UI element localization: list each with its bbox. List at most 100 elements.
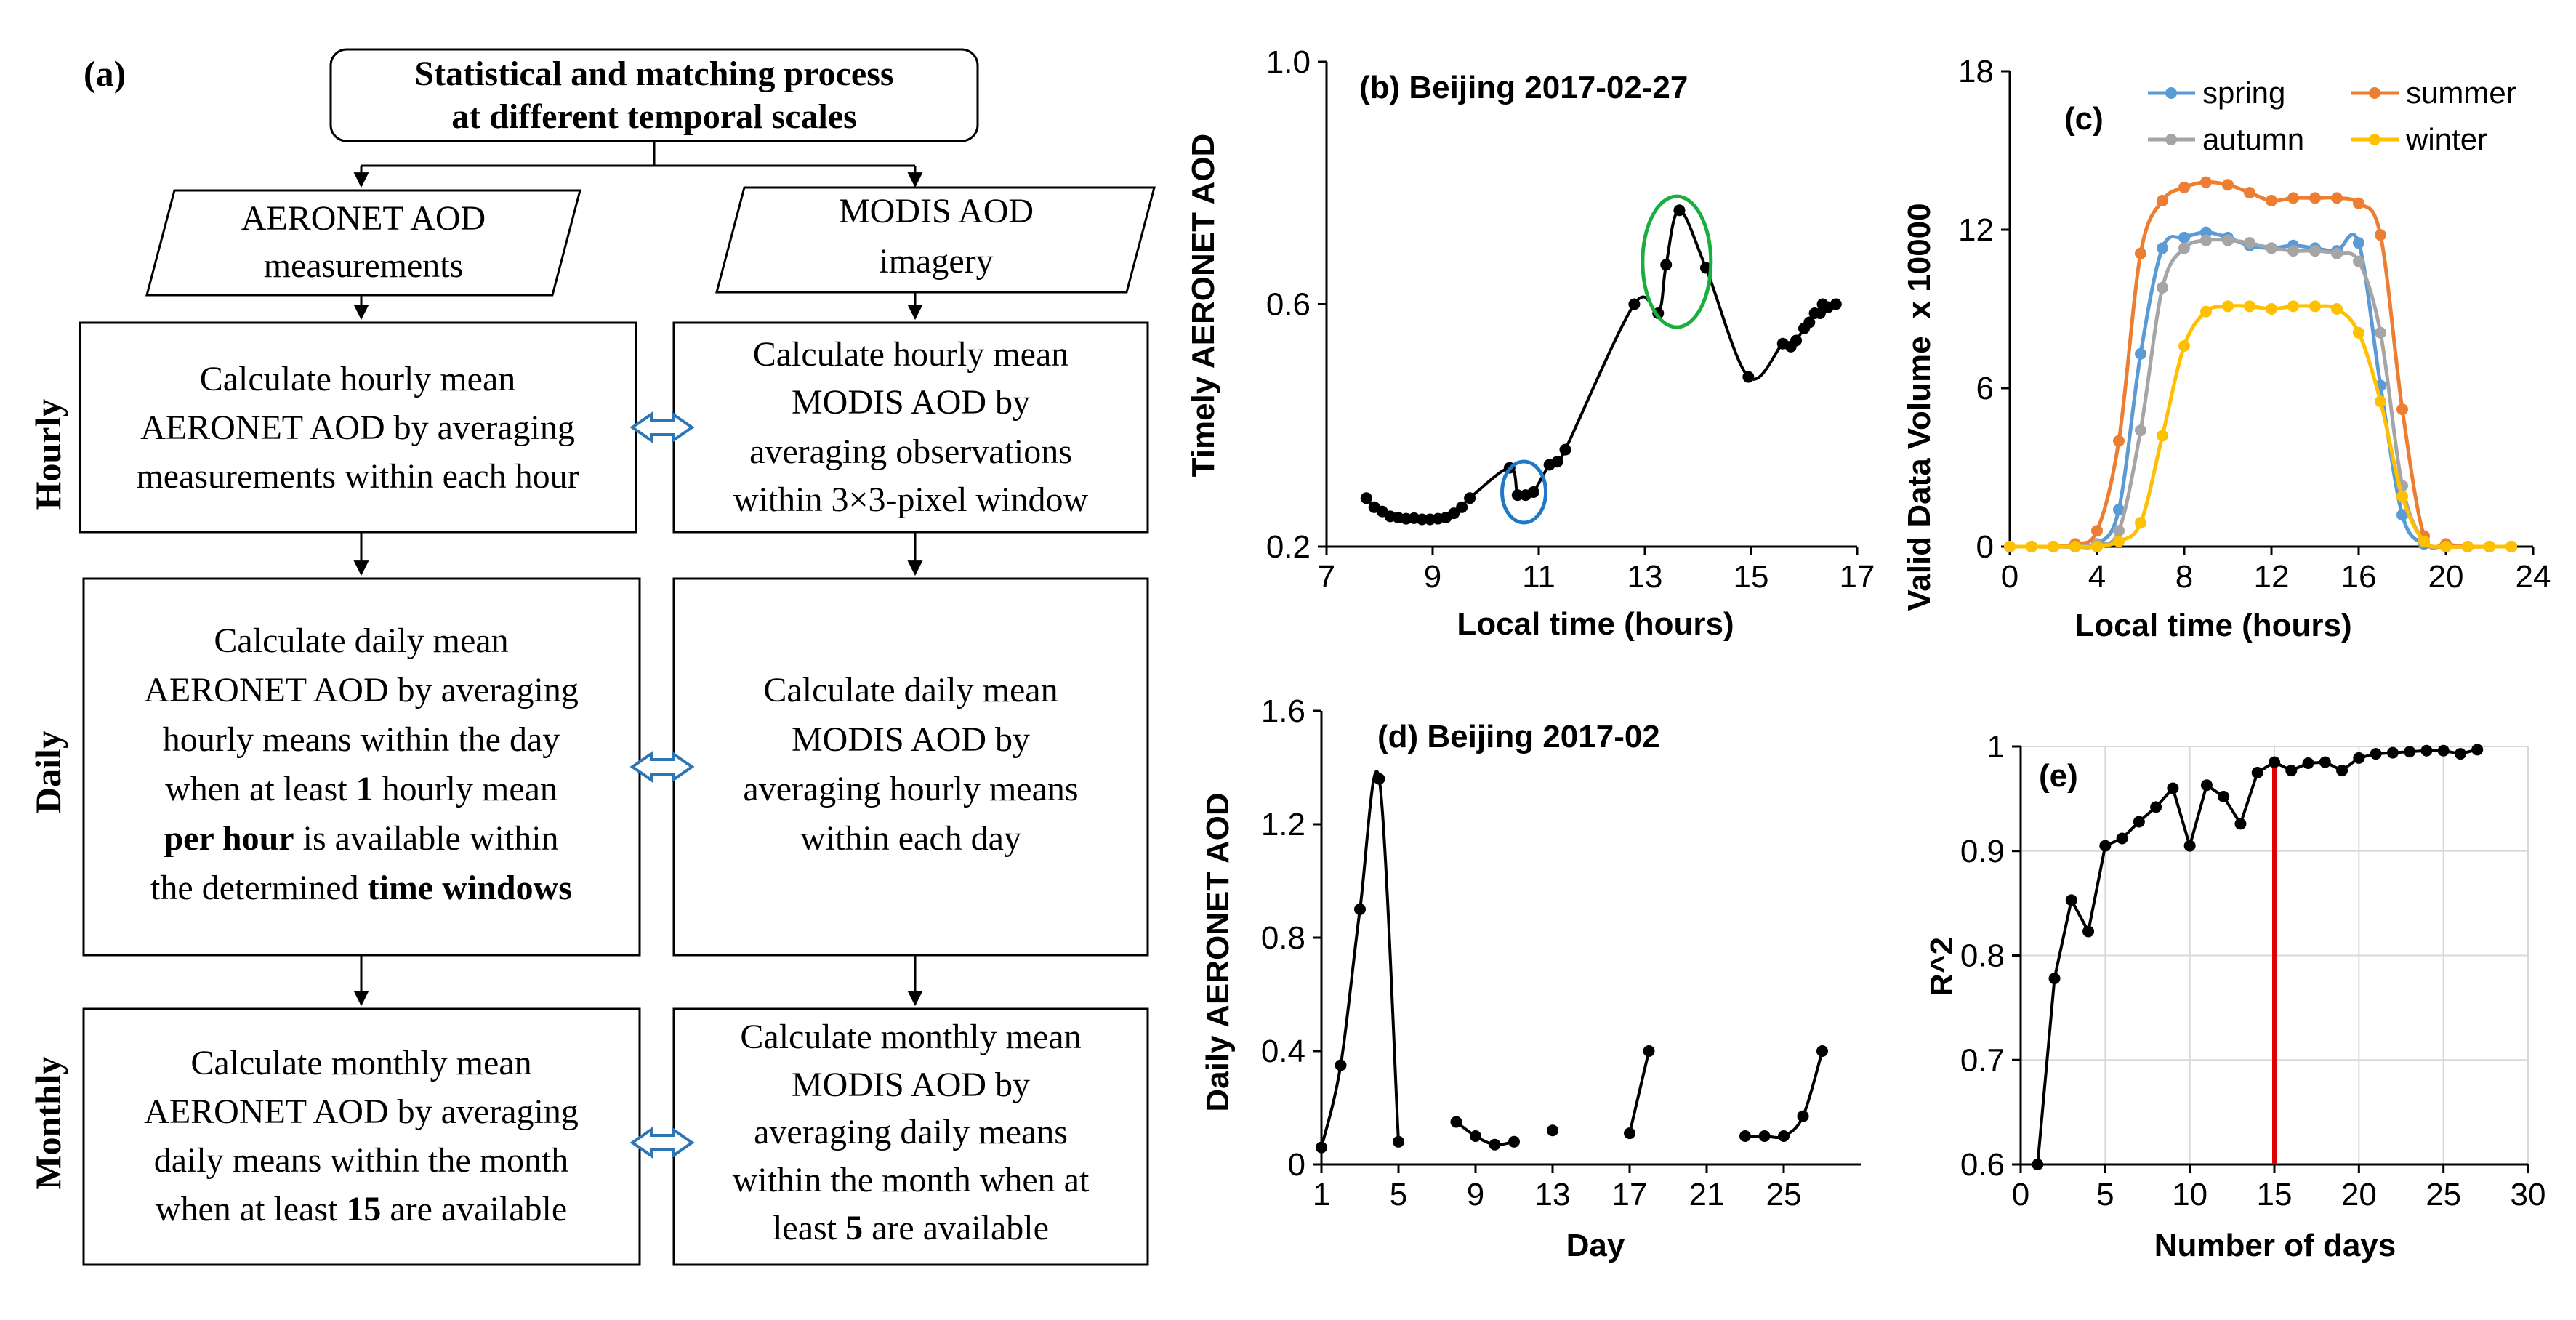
hourly-right-l3: averaging observations — [749, 432, 1072, 471]
chart-d: (d) Beijing 2017-02 Daily AERONET AOD Da… — [1200, 693, 1861, 1263]
row-label-monthly: Monthly — [28, 1056, 68, 1189]
chart-e: (e) R^2 Number of days 0 5 10 15 20 25 30 0.6 0.… — [1924, 729, 2545, 1263]
chart-d-seg3-line — [1628, 1050, 1651, 1134]
daily-left-l4: when at least 1 hourly mean — [165, 770, 558, 808]
chart-c-summer-point — [2396, 403, 2408, 416]
chart-e-r2-point — [2065, 894, 2077, 906]
chart-d-seg4-point — [1778, 1130, 1790, 1142]
chart-e-xtick-label: 15 — [2257, 1177, 2293, 1212]
monthly-left-l4: when at least 15 are available — [156, 1190, 567, 1228]
chart-e-r2-point — [2218, 791, 2230, 802]
chart-b-blue-ellipse — [1500, 459, 1548, 525]
panel-label-a: (a) — [84, 53, 126, 94]
chart-c-summer-point — [2200, 176, 2212, 188]
chart-e-r2-point — [2353, 752, 2365, 764]
chart-e-r2-point — [2082, 925, 2095, 938]
chart-d-xlabel: Day — [1566, 1228, 1625, 1263]
chart-c-xtick-label: 16 — [2341, 559, 2377, 595]
chart-e-r2-point — [2200, 779, 2213, 792]
daily-left-l5: per hour is available within — [164, 819, 558, 858]
chart-c-summer-point — [2287, 192, 2299, 204]
hourly-right-l2: MODIS AOD by — [792, 383, 1030, 422]
modis-input-line1: MODIS AOD — [839, 192, 1034, 230]
chart-d-seg0-point — [1354, 904, 1366, 915]
modis-input-line2: imagery — [879, 242, 993, 281]
chart-e-r2-point — [2167, 782, 2179, 794]
chart-d-seg1-point — [1508, 1135, 1520, 1148]
chart-c-ytick-label: 12 — [1958, 212, 1994, 248]
chart-c-winter-point — [2418, 535, 2430, 547]
chart-e-xtick-label: 25 — [2426, 1177, 2461, 1212]
chart-b-aod-point — [1448, 507, 1460, 520]
chart-c-winter-point — [2135, 517, 2146, 529]
match-double-arrow-hourly — [629, 411, 695, 443]
chart-c-spring-line — [2010, 230, 2511, 550]
chart-e-r2-point — [2183, 840, 2196, 852]
chart-b-xtick-label: 15 — [1734, 559, 1769, 595]
chart-e-xtick-label: 20 — [2341, 1177, 2377, 1212]
chart-e-r2-point — [2099, 840, 2112, 852]
chart-b-aod-line — [1365, 209, 1837, 521]
chart-c-spring-point — [2157, 242, 2168, 254]
hourly-left-l2: AERONET AOD by averaging — [140, 409, 575, 447]
chart-c-winter-point — [2200, 305, 2212, 318]
chart-b-aod-point — [1790, 334, 1803, 347]
daily-modis-box — [672, 577, 1149, 957]
chart-e-r2-point — [2032, 1159, 2044, 1170]
chart-d-seg4-line — [1745, 1050, 1824, 1139]
chart-e-ytick-label: 1 — [1987, 729, 2005, 765]
chart-c-winter-point — [2484, 541, 2495, 552]
chart-e-r2-line — [2036, 748, 2478, 1165]
chart-b-aod-point — [1551, 456, 1563, 468]
chart-c-winter-point — [2091, 541, 2103, 552]
daily-left-l2: AERONET AOD by averaging — [144, 671, 579, 709]
chart-c-winter-point — [2113, 535, 2125, 547]
chart-c-xtick-label: 4 — [2088, 559, 2106, 595]
chart-e-xtick-label: 5 — [2096, 1177, 2114, 1212]
chart-c-autumn-point — [2222, 234, 2234, 246]
chart-d-seg3-point — [1624, 1127, 1635, 1140]
hourly-aeronet-box — [79, 321, 637, 534]
chart-b-aod-point — [1464, 492, 1476, 504]
chart-d-xtick-label: 13 — [1535, 1177, 1571, 1212]
chart-d-xtick-label: 1 — [1313, 1177, 1330, 1212]
monthly-right-l4: within the month when at — [733, 1161, 1090, 1199]
chart-c-summer-line — [2010, 180, 2511, 550]
chart-d-xtick-label: 9 — [1467, 1177, 1484, 1212]
monthly-left-l1: Calculate monthly mean — [190, 1044, 531, 1082]
chart-e-r2-point — [2150, 801, 2162, 813]
legend-summer-label: summer — [2406, 76, 2516, 110]
legend-winter-label: winter — [2405, 122, 2487, 156]
chart-c-summer-point — [2375, 229, 2386, 241]
daily-left-l1: Calculate daily mean — [214, 621, 508, 660]
monthly-right-l2: MODIS AOD by — [792, 1066, 1030, 1104]
chart-e-marks: 0 5 10 15 20 25 30 0.6 0.7 0.8 0.9 1 — [1960, 729, 2546, 1212]
chart-c-autumn-point — [2266, 242, 2277, 254]
chart-b-aod-point — [1527, 486, 1539, 498]
aeronet-input-box — [145, 189, 581, 297]
chart-d-seg0-point — [1335, 1059, 1347, 1071]
chart-d-seg4-point — [1758, 1130, 1771, 1142]
top-box-line2: at different temporal scales — [451, 97, 857, 136]
chart-b-xtick-label: 13 — [1627, 559, 1663, 595]
aeronet-input-line2: measurements — [264, 246, 464, 285]
chart-e-ytick-label: 0.6 — [1960, 1147, 2005, 1183]
flowchart-panel: (a) Statistical and matching process at … — [28, 48, 1156, 1266]
chart-b-aod-point — [1360, 492, 1372, 504]
chart-e-r2-point — [2133, 816, 2145, 828]
chart-e-r2-point — [2234, 818, 2247, 830]
split-connector — [361, 141, 915, 167]
chart-d-xtick-label: 21 — [1689, 1177, 1725, 1212]
chart-b-aod-point — [1559, 443, 1571, 456]
chart-e-r2-point — [2404, 746, 2416, 758]
chart-e-r2-point — [2454, 748, 2466, 760]
chart-e-xtick-label: 30 — [2511, 1177, 2546, 1212]
chart-d-seg1-point — [1450, 1116, 1462, 1128]
chart-c-winter-point — [2069, 541, 2081, 552]
chart-c-winter-point — [2331, 303, 2343, 315]
chart-c-title: (c) — [2064, 101, 2104, 137]
chart-d-seg0-line — [1320, 770, 1400, 1148]
chart-b-aod-point — [1814, 307, 1826, 320]
chart-c-winter-point — [2266, 303, 2277, 315]
